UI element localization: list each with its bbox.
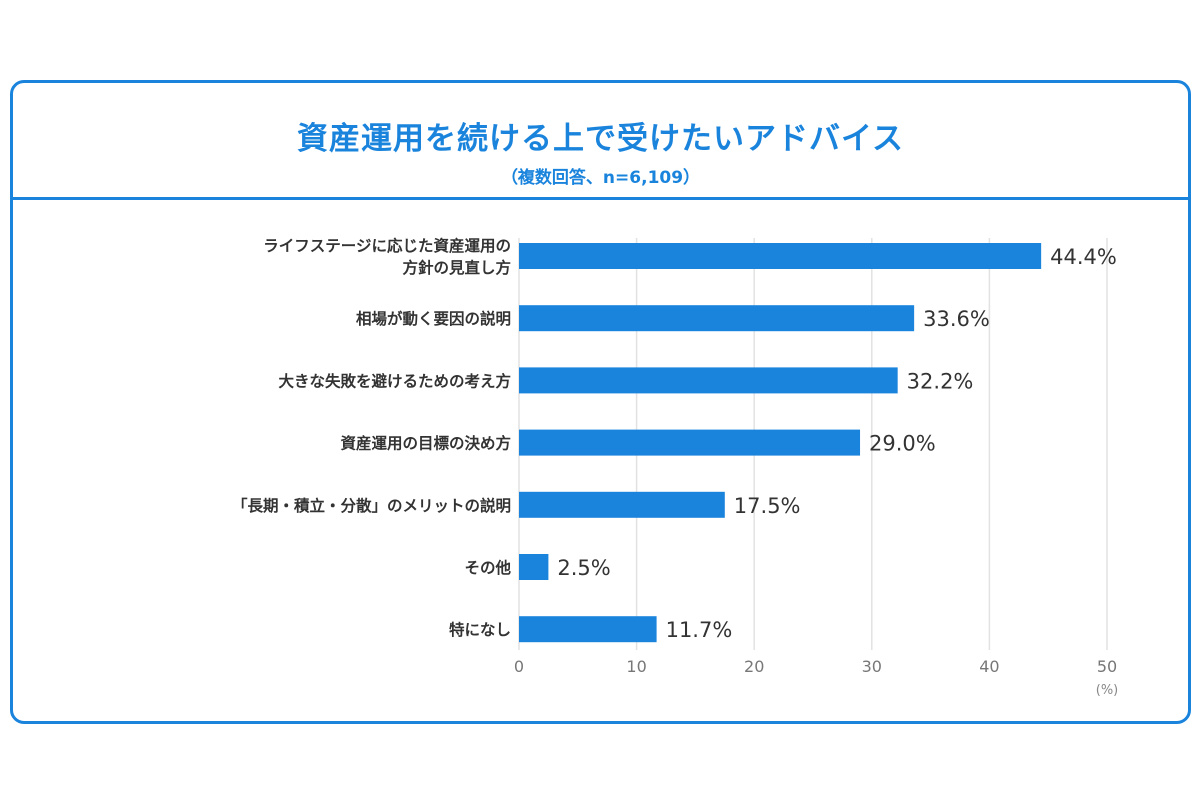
category-label: 相場が動く要因の説明 <box>356 309 511 328</box>
bar <box>519 554 549 580</box>
value-label: 11.7% <box>666 618 733 642</box>
value-label: 33.6% <box>923 307 990 331</box>
x-tick-label: 40 <box>979 657 999 676</box>
x-tick-label: 50 <box>1097 657 1117 676</box>
bar <box>519 367 898 394</box>
category-label: 資産運用の目標の決め方 <box>340 434 511 453</box>
chart-subtitle: （複数回答、n=6,109） <box>500 168 701 188</box>
value-label: 44.4% <box>1050 245 1117 269</box>
x-tick-label: 10 <box>626 657 646 676</box>
value-label: 29.0% <box>869 432 936 456</box>
chart-title: 資産運用を続ける上で受けたいアドバイス <box>296 121 905 157</box>
value-label: 32.2% <box>907 369 974 393</box>
title-divider <box>13 197 1188 200</box>
bar <box>519 491 725 518</box>
x-tick-label: 0 <box>514 657 524 676</box>
bar <box>519 243 1042 269</box>
value-label: 2.5% <box>557 556 610 580</box>
chart-card: 資産運用を続ける上で受けたいアドバイス （複数回答、n=6,109） <box>10 80 1191 724</box>
category-label: 特になし <box>449 620 511 639</box>
bar <box>519 429 861 456</box>
bar <box>519 616 657 643</box>
category-label: ライフステージに応じた資産運用の <box>263 236 511 255</box>
category-label: 方針の見直し方 <box>402 258 511 277</box>
bar <box>519 305 915 332</box>
x-tick-label: 20 <box>744 657 764 676</box>
value-label: 17.5% <box>734 494 801 518</box>
x-tick-label: 30 <box>862 657 882 676</box>
category-label: 大きな失敗を避けるための考え方 <box>278 371 511 390</box>
x-unit-label: (%) <box>1096 683 1119 698</box>
category-label: その他 <box>464 558 511 577</box>
category-label: 「長期・積立・分散」のメリットの説明 <box>232 496 511 515</box>
